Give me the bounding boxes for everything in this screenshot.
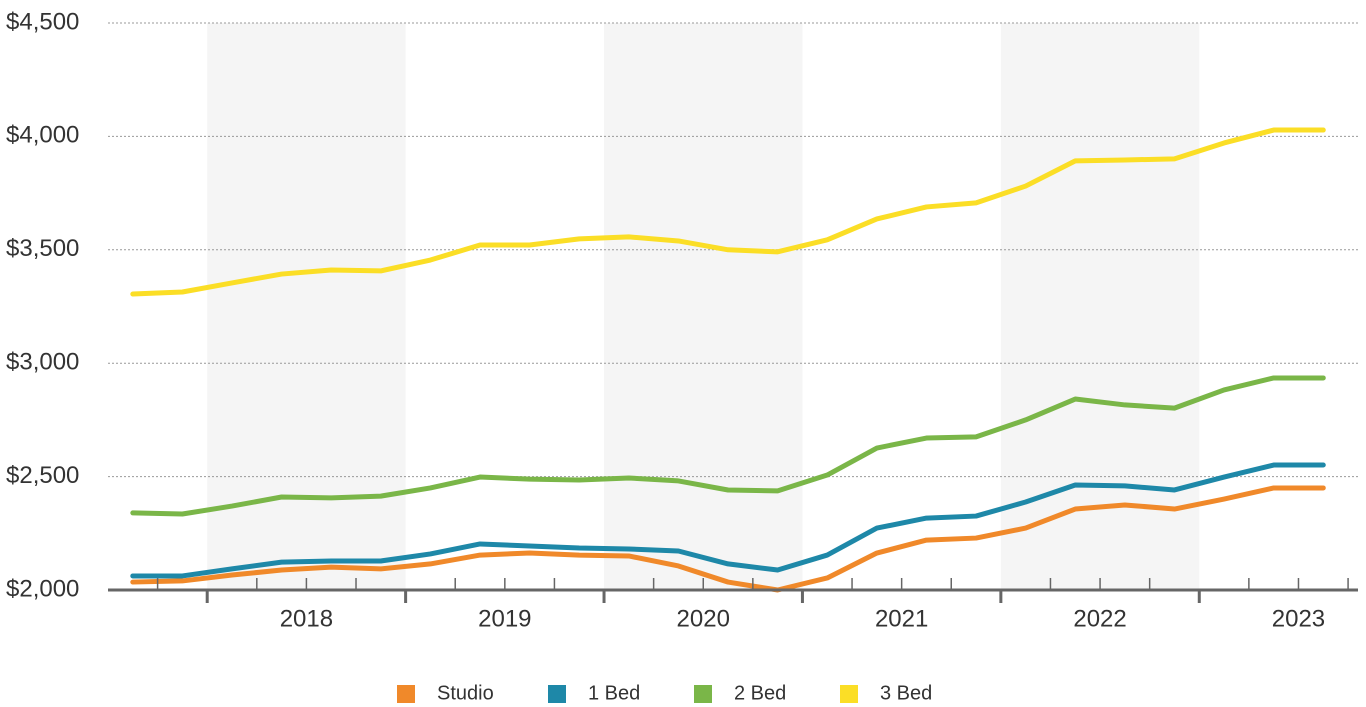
legend-swatch [840, 685, 858, 703]
series-line [130, 375, 1326, 517]
series-line [130, 485, 1326, 593]
x-tick-label: 2019 [478, 605, 531, 632]
legend-item: 1 Bed [548, 682, 640, 704]
legend-swatch [694, 685, 712, 703]
y-tick-label: $4,500 [6, 8, 79, 35]
legend-swatch [548, 685, 566, 703]
series-line [130, 127, 1326, 297]
x-tick-label: 2021 [875, 605, 928, 632]
legend-label: 2 Bed [734, 682, 786, 704]
legend-item: 3 Bed [840, 682, 932, 704]
y-tick-label: $4,000 [6, 122, 79, 149]
legend-item: Studio [397, 682, 494, 704]
x-tick-label: 2020 [677, 605, 730, 632]
legend-label: 1 Bed [588, 682, 640, 704]
x-tick-label: 2023 [1272, 605, 1325, 632]
y-tick-label: $3,500 [6, 235, 79, 262]
year-band [604, 23, 803, 590]
x-tick-label: 2022 [1073, 605, 1126, 632]
legend-swatch [397, 685, 415, 703]
y-tick-label: $3,000 [6, 349, 79, 376]
y-tick-label: $2,500 [6, 462, 79, 489]
legend-label: Studio [437, 682, 494, 704]
year-band [1000, 23, 1200, 590]
x-tick-label: 2018 [280, 605, 333, 632]
y-tick-label: $2,000 [6, 575, 79, 602]
legend-item: 2 Bed [694, 682, 786, 704]
series-line [130, 462, 1326, 579]
legend-label: 3 Bed [880, 682, 932, 704]
